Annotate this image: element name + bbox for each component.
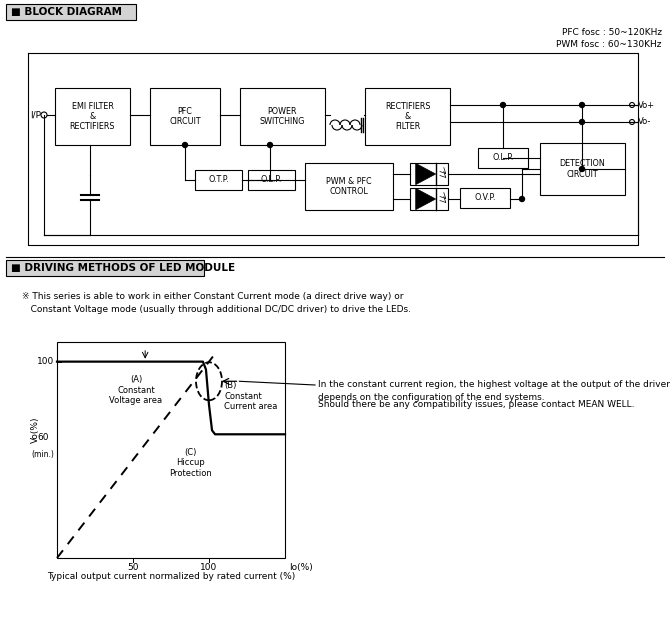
FancyBboxPatch shape <box>240 88 325 145</box>
FancyBboxPatch shape <box>55 88 130 145</box>
FancyBboxPatch shape <box>365 88 450 145</box>
FancyBboxPatch shape <box>6 4 136 20</box>
Circle shape <box>500 103 505 108</box>
FancyBboxPatch shape <box>460 188 510 208</box>
Text: POWER
SWITCHING: POWER SWITCHING <box>260 107 306 126</box>
Text: (C)
Hiccup
Protection: (C) Hiccup Protection <box>170 448 212 478</box>
Text: PWM & PFC
CONTROL: PWM & PFC CONTROL <box>326 177 372 196</box>
Text: RECTIFIERS
&
FILTER: RECTIFIERS & FILTER <box>385 101 430 132</box>
FancyBboxPatch shape <box>410 163 448 185</box>
FancyBboxPatch shape <box>195 170 242 190</box>
Circle shape <box>580 166 584 172</box>
Circle shape <box>519 197 525 201</box>
Text: Io(%): Io(%) <box>289 563 313 572</box>
FancyBboxPatch shape <box>410 188 448 210</box>
Text: ■ DRIVING METHODS OF LED MODULE: ■ DRIVING METHODS OF LED MODULE <box>11 263 235 273</box>
Text: EMI FILTER
&
RECTIFIERS: EMI FILTER & RECTIFIERS <box>70 101 115 132</box>
Text: (B)
Constant
Current area: (B) Constant Current area <box>224 381 277 411</box>
Polygon shape <box>415 163 436 185</box>
Text: DETECTION
CIRCUIT: DETECTION CIRCUIT <box>559 159 606 179</box>
Circle shape <box>267 143 273 148</box>
Text: 60: 60 <box>38 433 49 442</box>
Text: (min.): (min.) <box>31 450 54 459</box>
FancyBboxPatch shape <box>150 88 220 145</box>
Text: Typical output current normalized by rated current (%): Typical output current normalized by rat… <box>47 572 295 581</box>
Circle shape <box>580 103 584 108</box>
Text: 100: 100 <box>200 563 218 572</box>
Polygon shape <box>415 188 436 210</box>
Text: Vo+: Vo+ <box>638 101 655 109</box>
FancyBboxPatch shape <box>248 170 295 190</box>
Text: (A)
Constant
Voltage area: (A) Constant Voltage area <box>109 375 163 405</box>
Text: O.L.P.: O.L.P. <box>492 153 514 163</box>
Text: 100: 100 <box>37 357 54 366</box>
Circle shape <box>580 119 584 124</box>
Text: ※ This series is able to work in either Constant Current mode (a direct drive wa: ※ This series is able to work in either … <box>22 292 411 313</box>
Text: Should there be any compatibility issues, please contact MEAN WELL.: Should there be any compatibility issues… <box>318 400 634 409</box>
FancyBboxPatch shape <box>478 148 528 168</box>
FancyBboxPatch shape <box>305 163 393 210</box>
Text: ■ BLOCK DIAGRAM: ■ BLOCK DIAGRAM <box>11 7 122 17</box>
Text: PFC
CIRCUIT: PFC CIRCUIT <box>170 107 201 126</box>
Text: O.L.P.: O.L.P. <box>261 176 282 185</box>
Circle shape <box>182 143 188 148</box>
FancyBboxPatch shape <box>57 342 285 558</box>
FancyBboxPatch shape <box>540 143 625 195</box>
Text: Vo(%): Vo(%) <box>31 417 40 443</box>
Text: Vo-: Vo- <box>638 117 651 127</box>
Text: I/P: I/P <box>30 111 41 119</box>
Text: O.V.P.: O.V.P. <box>474 193 496 203</box>
Text: In the constant current region, the highest voltage at the output of the driver
: In the constant current region, the high… <box>318 380 670 402</box>
Text: PFC fosc : 50~120KHz
PWM fosc : 60~130KHz: PFC fosc : 50~120KHz PWM fosc : 60~130KH… <box>557 28 662 49</box>
Text: 50: 50 <box>127 563 139 572</box>
FancyBboxPatch shape <box>6 260 204 276</box>
Text: O.T.P.: O.T.P. <box>208 176 229 185</box>
